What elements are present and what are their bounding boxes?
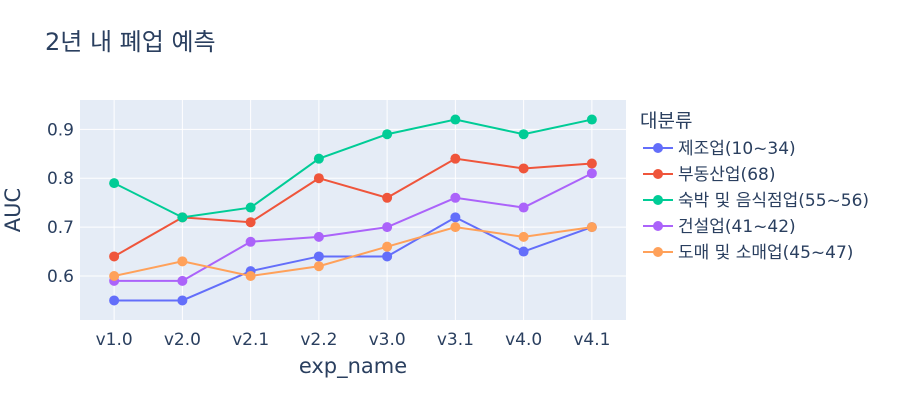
data-point	[382, 241, 393, 252]
legend-item[interactable]: 도매 및 소매업(45~47)	[643, 243, 853, 263]
legend-item[interactable]: 건설업(41~42)	[643, 217, 796, 237]
legend-item[interactable]: 숙박 및 음식점업(55~56)	[643, 191, 869, 211]
data-point	[518, 202, 529, 213]
series-line	[114, 172, 593, 282]
x-axis-title: exp_name	[299, 354, 407, 379]
data-point	[450, 192, 461, 203]
x-tick-label: v2.2	[300, 330, 337, 350]
legend-label: 건설업(41~42)	[678, 217, 796, 237]
legend-item[interactable]: 제조업(10~34)	[643, 139, 796, 159]
x-tick-label: v4.0	[505, 330, 542, 350]
data-point	[109, 178, 120, 189]
plot-area	[80, 100, 626, 320]
x-tick-label: v4.1	[573, 330, 610, 350]
legend-marker	[653, 221, 663, 231]
x-axis-ticks: v1.0 v2.0 v2.1 v2.2 v3.0 v3.1 v4.0 v4.1	[96, 330, 611, 350]
data-point	[382, 222, 393, 233]
data-point	[382, 129, 393, 140]
x-tick-label: v3.1	[437, 330, 474, 350]
data-point	[586, 158, 597, 169]
legend-label: 도매 및 소매업(45~47)	[678, 243, 853, 263]
data-point	[450, 153, 461, 164]
data-point	[518, 246, 529, 257]
y-tick-label: 0.6	[47, 267, 74, 287]
y-tick-label: 0.8	[47, 169, 74, 189]
legend-marker	[653, 195, 663, 205]
data-point	[109, 271, 120, 281]
x-tick-label: v2.1	[232, 330, 269, 350]
data-point	[177, 275, 188, 286]
legend-marker	[653, 169, 663, 179]
data-point	[518, 231, 529, 242]
series-line	[113, 118, 593, 219]
y-tick-label: 0.9	[47, 120, 74, 140]
data-point	[245, 271, 256, 281]
legend-item[interactable]: 부동산업(68)	[643, 165, 775, 185]
data-point	[177, 212, 188, 223]
legend[interactable]: 대분류 제조업(10~34) 부동산업(68) 숙박 및 음식점업(55~56) 건설…	[640, 110, 869, 263]
y-axis-ticks: 0.6 0.7 0.8 0.9	[47, 120, 74, 287]
legend-label: 제조업(10~34)	[678, 139, 796, 159]
data-point	[313, 251, 324, 262]
data-point	[245, 236, 256, 247]
data-point	[450, 114, 461, 125]
legend-marker	[653, 247, 663, 257]
data-point	[177, 256, 188, 267]
data-point	[109, 251, 120, 262]
legend-label: 숙박 및 음식점업(55~56)	[678, 191, 869, 211]
data-point	[586, 114, 597, 125]
chart-title: 2년 내 폐업 예측	[45, 28, 216, 56]
x-tick-label: v2.0	[164, 330, 201, 350]
data-point	[586, 222, 597, 233]
legend-label: 부동산업(68)	[678, 165, 775, 185]
legend-marker	[653, 143, 663, 153]
y-axis-title: AUC	[1, 188, 25, 232]
series-line	[113, 226, 593, 278]
x-tick-label: v3.0	[369, 330, 406, 350]
y-tick-label: 0.7	[47, 218, 74, 238]
data-point	[109, 295, 120, 306]
legend-title: 대분류	[640, 110, 692, 132]
data-point	[313, 173, 324, 184]
data-point	[313, 261, 324, 272]
data-point	[382, 192, 393, 203]
data-point	[586, 168, 597, 179]
data-point	[313, 153, 324, 164]
data-point	[382, 251, 393, 262]
data-point	[450, 222, 461, 233]
data-point	[245, 202, 256, 213]
series-3	[109, 114, 597, 223]
data-point	[177, 295, 188, 306]
data-point	[450, 212, 461, 223]
data-point	[313, 231, 324, 242]
data-point	[245, 217, 256, 228]
series-5	[109, 222, 597, 281]
data-point	[518, 163, 529, 174]
data-point	[518, 129, 529, 140]
series-layer	[109, 114, 597, 306]
series-line	[113, 157, 592, 258]
x-tick-label: v1.0	[96, 330, 133, 350]
gridlines	[80, 100, 626, 320]
